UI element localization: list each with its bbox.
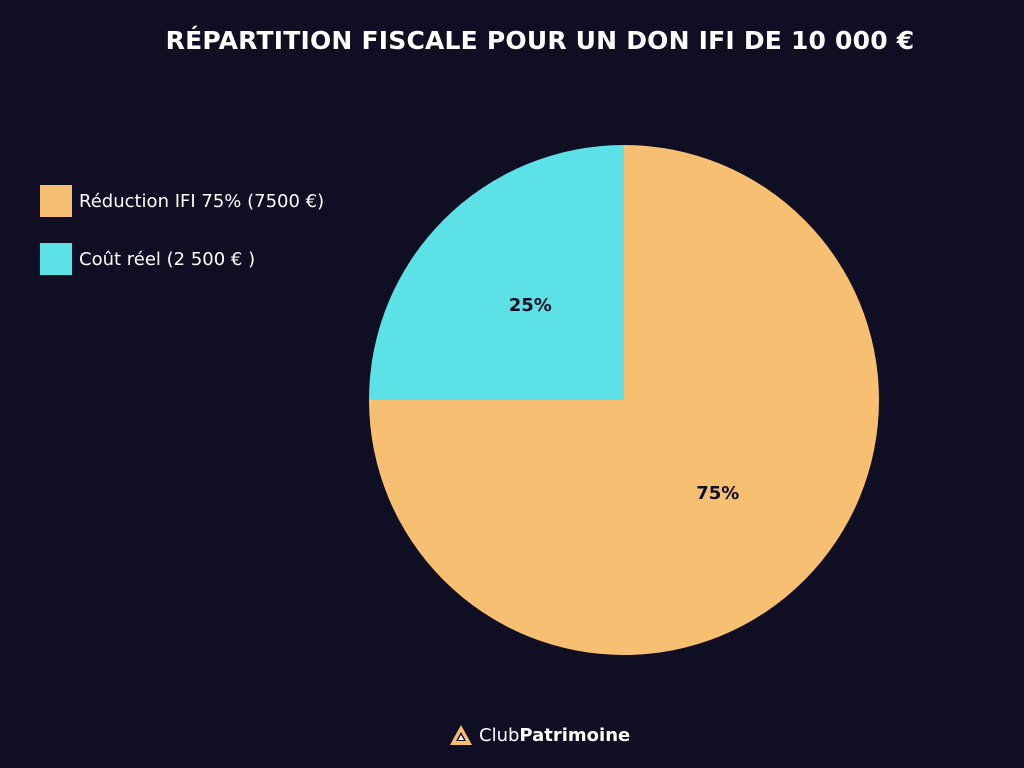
legend-swatch-cout: [40, 243, 72, 275]
legend-label-reduction: Réduction IFI 75% (7500 €): [79, 190, 325, 212]
legend-swatch-reduction: [40, 185, 72, 217]
brand-logo: Club Patrimoine: [449, 722, 630, 748]
legend: Réduction IFI 75% (7500 €) Coût réel (2 …: [40, 185, 324, 301]
brand-club-text: Club: [479, 724, 520, 746]
triangle-logo-icon: [450, 725, 472, 745]
pie-label-reduction: 75%: [696, 483, 739, 504]
pie-label-cout: 25%: [509, 295, 552, 316]
chart-title: RÉPARTITION FISCALE POUR UN DON IFI DE 1…: [165, 26, 915, 55]
legend-item-reduction: Réduction IFI 75% (7500 €): [40, 185, 324, 217]
brand-patrimoine-text: Patrimoine: [519, 724, 631, 746]
legend-item-cout: Coût réel (2 500 € ): [40, 243, 324, 275]
legend-label-cout: Coût réel (2 500 € ): [79, 248, 256, 270]
pie-slice-cout: [369, 145, 624, 400]
